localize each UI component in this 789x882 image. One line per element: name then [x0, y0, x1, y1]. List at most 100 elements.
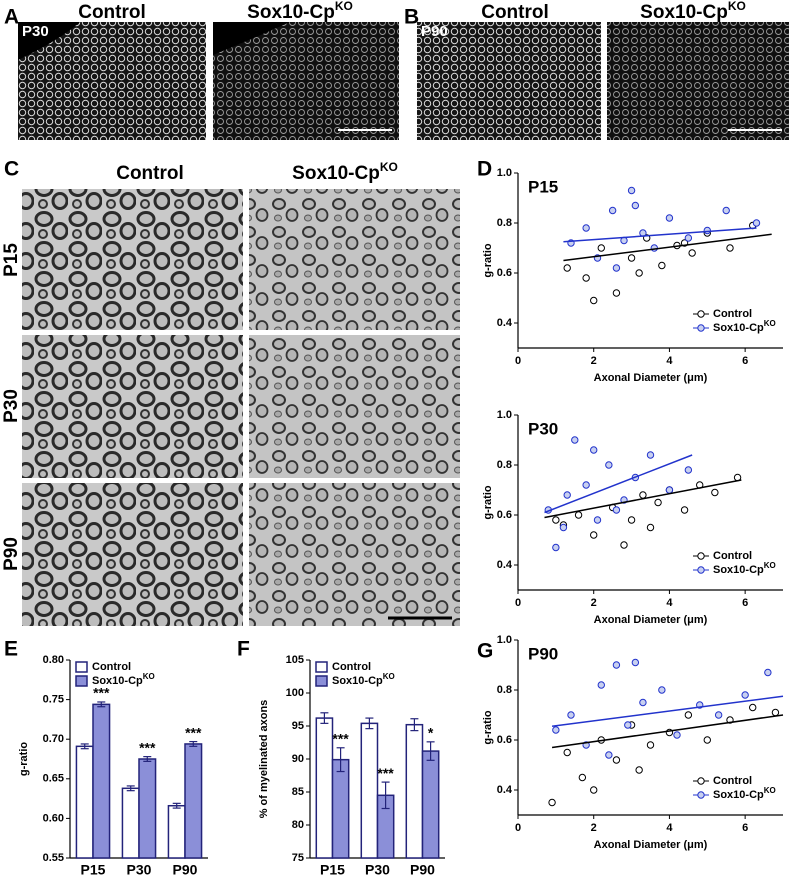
column-header: Control [481, 2, 549, 23]
x-tick-label: 6 [742, 597, 748, 609]
column-header: Control [116, 163, 184, 184]
legend-label: Sox10-CpKO [713, 319, 776, 334]
data-point [574, 511, 583, 519]
legend-marker [697, 324, 705, 332]
data-point [612, 264, 621, 272]
legend-superscript: KO [143, 672, 155, 681]
data-point [612, 506, 621, 514]
data-point [646, 451, 655, 459]
chart-title: P30 [528, 419, 558, 438]
legend-name: Control [713, 308, 752, 320]
data-point [593, 516, 602, 524]
legend-swatch [315, 675, 328, 687]
fit-line [551, 714, 784, 749]
y-tick-label: 0.6 [497, 509, 512, 521]
y-axis-title: g-ratio [482, 710, 494, 745]
legend-label: Sox10-CpKO [92, 672, 155, 687]
y-tick-label: 1.0 [497, 167, 512, 179]
data-point [563, 264, 571, 272]
fit-line [544, 479, 742, 519]
data-point [627, 186, 636, 195]
x-tick-label: 0 [515, 597, 521, 609]
legend-name: Sox10-Cp [713, 322, 764, 334]
data-point [771, 708, 780, 717]
data-point [552, 726, 560, 734]
data-point [612, 756, 621, 764]
data-point [590, 786, 598, 794]
bar [167, 804, 186, 859]
legend-label: Sox10-CpKO [332, 672, 395, 687]
y-axis-title: g-ratio [482, 485, 494, 520]
legend-label: Sox10-CpKO [713, 561, 776, 576]
y-tick-label: 75 [292, 852, 304, 864]
panel-letter: F [237, 638, 250, 661]
data-point [582, 481, 590, 489]
data-point [608, 206, 617, 215]
data-point [658, 261, 666, 270]
legend-swatch [315, 661, 328, 673]
header-superscript: KO [380, 160, 398, 174]
significance: *** [377, 765, 394, 781]
x-tick-label: P90 [173, 862, 198, 878]
x-tick-label: P30 [365, 862, 390, 878]
data-point [563, 491, 571, 499]
y-tick-label: 0.8 [497, 684, 512, 696]
panel-letter: E [4, 638, 18, 661]
micrograph [249, 335, 460, 478]
legend-name: Control [713, 550, 752, 562]
y-tick-label: 0.8 [497, 217, 512, 229]
legend-name: Sox10-Cp [92, 675, 143, 687]
panel-letter: C [4, 158, 19, 181]
significance: *** [139, 739, 156, 755]
y-axis-title: g-ratio [482, 243, 494, 278]
row-label: P30 [1, 389, 22, 423]
data-point [703, 736, 711, 744]
data-point [597, 244, 605, 252]
y-tick-label: 105 [286, 654, 304, 666]
y-tick-label: 95 [292, 720, 304, 732]
bar [315, 717, 334, 859]
y-tick-label: 0.70 [43, 733, 64, 745]
y-tick-label: 0.6 [497, 267, 512, 279]
bar [92, 703, 111, 859]
micrograph [249, 483, 460, 626]
x-tick-label: 2 [591, 597, 597, 609]
x-tick-label: 2 [591, 822, 597, 834]
y-tick-label: 0.8 [497, 459, 512, 471]
y-tick-label: 1.0 [497, 409, 512, 421]
bar [138, 758, 157, 859]
data-point [684, 711, 693, 719]
y-tick-label: 0.65 [43, 773, 64, 785]
panel-letter: A [4, 6, 19, 29]
legend-superscript: KO [764, 561, 776, 570]
data-point [563, 748, 571, 757]
header-superscript: KO [728, 0, 746, 13]
data-point [639, 698, 647, 707]
header-superscript: KO [335, 0, 353, 13]
fit-line [563, 227, 757, 243]
significance: *** [332, 730, 349, 746]
bar [421, 750, 440, 859]
data-point [631, 658, 640, 667]
data-point [620, 541, 628, 549]
x-tick-label: 4 [666, 822, 673, 834]
data-point [684, 234, 693, 242]
data-point [552, 516, 560, 524]
column-header: Control [78, 2, 146, 23]
data-point [680, 506, 689, 514]
y-tick-label: 0.6 [497, 734, 512, 746]
y-tick-label: 0.4 [497, 559, 513, 571]
legend-label: Sox10-CpKO [713, 786, 776, 801]
legend-name: Sox10-Cp [713, 789, 764, 801]
legend-superscript: KO [764, 319, 776, 328]
legend-marker [697, 777, 705, 785]
data-point [654, 498, 662, 507]
micrograph [249, 189, 460, 330]
legend-marker [697, 791, 705, 799]
y-axis-title: g-ratio [18, 742, 30, 777]
data-point [703, 226, 711, 235]
chart-title: P90 [528, 644, 558, 663]
data-point [605, 751, 613, 759]
x-tick-label: P15 [81, 862, 106, 878]
y-tick-label: 100 [286, 687, 304, 699]
